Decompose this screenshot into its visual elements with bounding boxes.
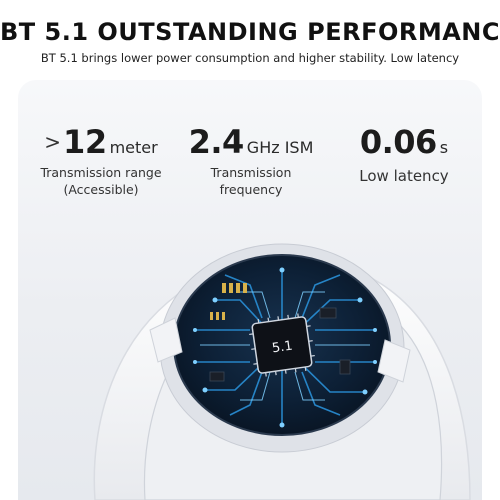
case-clip-left (149, 317, 183, 363)
stat-unit: GHz ISM (246, 138, 314, 157)
stat-value: 12 (63, 123, 107, 161)
bluetooth-chip: 5.1 (249, 313, 315, 377)
stat-caption-extra: frequency (219, 182, 283, 197)
page-title: BT 5.1 OUTSTANDING PERFORMANCE (0, 18, 500, 46)
case-clip-right (377, 339, 411, 383)
stat-latency: 0.06 s Low latency (344, 126, 464, 185)
stat-unit: meter (109, 138, 158, 157)
stat-value: 0.06 (359, 123, 437, 161)
stat-caption: Low latency (359, 167, 449, 185)
chip-label: 5.1 (271, 339, 294, 357)
stat-range: >12 meter Transmission range (Accessible) (36, 126, 166, 198)
stat-prefix: > (44, 130, 62, 154)
stat-caption: Transmission range (40, 165, 162, 180)
stat-frequency: 2.4 GHz ISM Transmission frequency (186, 126, 316, 198)
stat-caption-extra: (Accessible) (63, 182, 139, 197)
stat-caption: Transmission (210, 165, 292, 180)
stat-value: 2.4 (188, 123, 245, 161)
page-subtitle: BT 5.1 brings lower power consumption an… (40, 51, 460, 65)
stat-unit: s (439, 138, 449, 157)
